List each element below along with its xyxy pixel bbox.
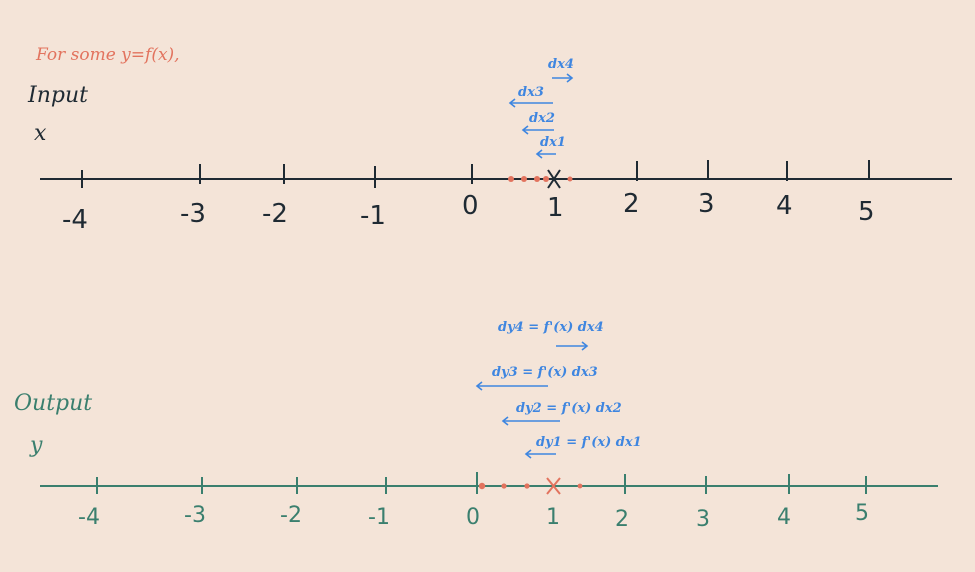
input-label: Input [27,83,88,108]
output-tick-label: -1 [368,505,390,530]
input-point [534,176,540,182]
input-tick-label: -3 [180,199,206,229]
arrow-left-icon [475,381,548,391]
output-tick-label: 1 [546,505,560,530]
input-var: x [34,121,47,146]
input-tick-label: -1 [360,201,386,231]
arrow-left-icon [521,125,554,135]
input-tick-label: 0 [462,191,479,221]
output-nudges: dy4 = f'(x) dx4 dy3 = f'(x) dx3 dy2 = f'… [475,320,642,459]
output-tick-label: -2 [280,503,302,528]
nudge-label-dy1: dy1 = f'(x) dx1 [536,435,642,450]
output-point [478,482,486,490]
nudge-label-dy4: dy4 = f'(x) dx4 [498,320,604,335]
output-tick-label: 3 [696,507,710,532]
diagram-title: For some y=f(x), [35,45,180,65]
input-tick-labels: -4 -3 -2 -1 0 1 2 3 4 5 [62,189,875,235]
output-points [478,482,583,490]
output-tick-label: -3 [184,503,206,528]
output-point [577,483,583,489]
output-label: Output [14,391,92,416]
nudge-label-dx1: dx1 [540,135,566,150]
input-tick-label: 4 [776,191,793,221]
input-point [567,176,573,182]
nudge-label-dy2: dy2 = f'(x) dx2 [516,401,622,416]
output-cross-mark [546,477,561,495]
input-tick-label: -4 [62,205,88,235]
input-nudges: dx4 dx3 dx2 dx1 [508,57,574,159]
output-point [501,483,507,489]
input-tick-label: 5 [858,197,875,227]
output-point [524,483,530,489]
input-point [508,176,514,182]
output-var: y [29,433,43,458]
arrow-right-icon [552,73,574,83]
output-tick-label: 4 [777,505,791,530]
nudge-label-dy3: dy3 = f'(x) dx3 [492,365,598,380]
arrow-right-icon [556,341,589,351]
arrow-left-icon [535,149,556,159]
input-tick-label: 2 [623,189,640,219]
input-ticks [81,160,870,188]
input-cross-mark [547,169,561,189]
arrow-left-icon [524,449,556,459]
input-tick-label: 1 [547,193,564,223]
input-points [508,176,573,182]
input-point [543,176,549,182]
output-tick-label: 5 [855,501,869,526]
input-tick-label: 3 [698,189,715,219]
input-point [521,176,527,182]
output-tick-label: -4 [78,505,100,530]
nudge-label-dx2: dx2 [529,111,555,126]
input-tick-label: -2 [262,199,288,229]
output-tick-labels: -4 -3 -2 -1 0 1 2 3 4 5 [78,501,869,532]
arrow-left-icon [501,416,560,426]
output-tick-label: 0 [466,505,480,530]
arrow-left-icon [508,98,553,108]
nudge-label-dx4: dx4 [548,57,574,72]
nudge-label-dx3: dx3 [518,85,544,100]
output-ticks [96,472,867,494]
output-tick-label: 2 [615,507,629,532]
